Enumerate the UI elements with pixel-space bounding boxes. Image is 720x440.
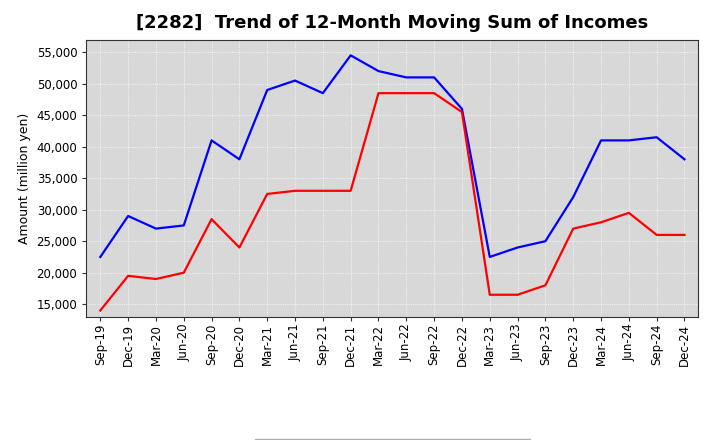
Ordinary Income (96, 254, 104, 260)
Net Income (346, 188, 355, 194)
Ordinary Income (346, 53, 355, 58)
Net Income (374, 91, 383, 96)
Title: [2282]  Trend of 12-Month Moving Sum of Incomes: [2282] Trend of 12-Month Moving Sum of I… (136, 15, 649, 33)
Net Income (291, 188, 300, 194)
Ordinary Income (597, 138, 606, 143)
Net Income (624, 210, 633, 216)
Net Income (263, 191, 271, 197)
Line: Ordinary Income: Ordinary Income (100, 55, 685, 257)
Net Income (541, 282, 550, 288)
Ordinary Income (485, 254, 494, 260)
Ordinary Income (680, 157, 689, 162)
Net Income (318, 188, 327, 194)
Net Income (458, 110, 467, 115)
Net Income (96, 308, 104, 313)
Ordinary Income (207, 138, 216, 143)
Ordinary Income (235, 157, 243, 162)
Ordinary Income (179, 223, 188, 228)
Net Income (430, 91, 438, 96)
Ordinary Income (124, 213, 132, 219)
Ordinary Income (624, 138, 633, 143)
Net Income (597, 220, 606, 225)
Net Income (235, 245, 243, 250)
Net Income (152, 276, 161, 282)
Net Income (124, 273, 132, 279)
Ordinary Income (152, 226, 161, 231)
Net Income (485, 292, 494, 297)
Ordinary Income (430, 75, 438, 80)
Net Income (207, 216, 216, 222)
Line: Net Income: Net Income (100, 93, 685, 311)
Ordinary Income (263, 88, 271, 93)
Ordinary Income (291, 78, 300, 83)
Ordinary Income (541, 238, 550, 244)
Ordinary Income (569, 194, 577, 200)
Ordinary Income (374, 69, 383, 74)
Net Income (569, 226, 577, 231)
Net Income (513, 292, 522, 297)
Net Income (402, 91, 410, 96)
Ordinary Income (652, 135, 661, 140)
Ordinary Income (402, 75, 410, 80)
Y-axis label: Amount (million yen): Amount (million yen) (18, 113, 31, 244)
Ordinary Income (318, 91, 327, 96)
Net Income (680, 232, 689, 238)
Net Income (652, 232, 661, 238)
Net Income (179, 270, 188, 275)
Ordinary Income (513, 245, 522, 250)
Ordinary Income (458, 106, 467, 111)
